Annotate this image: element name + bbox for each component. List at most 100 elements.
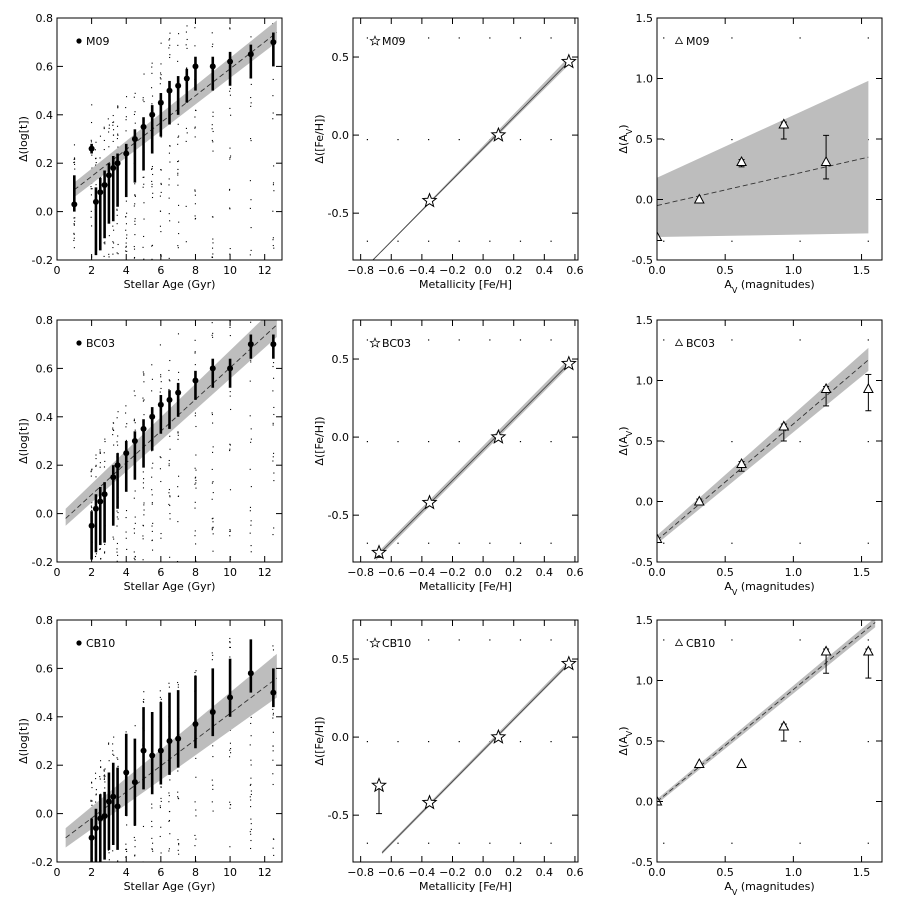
scatter-point <box>151 530 153 532</box>
scatter-point <box>125 200 127 202</box>
plot-area <box>65 320 278 562</box>
scatter-point <box>212 533 214 535</box>
scatter-point <box>151 183 153 185</box>
scatter-point <box>177 521 179 523</box>
data-point <box>110 165 117 172</box>
scatter-point <box>108 742 110 744</box>
scatter-point <box>143 258 145 260</box>
x-tick-label: 0.6 <box>566 566 584 579</box>
scatter-point <box>143 235 145 238</box>
legend-label: M09 <box>86 35 110 48</box>
scatter-point <box>272 847 274 849</box>
scatter-point <box>91 188 93 190</box>
scatter-point <box>116 542 118 545</box>
x-tick-label: 8 <box>192 264 199 277</box>
scatter-point <box>134 429 136 431</box>
scatter-point <box>212 527 214 529</box>
scatter-point <box>113 538 115 540</box>
scatter-point <box>212 492 214 494</box>
scatter-point <box>250 545 252 547</box>
scatter-point <box>95 464 97 466</box>
scatter-point <box>194 45 196 47</box>
data-point <box>114 462 121 469</box>
scatter-point <box>95 553 97 555</box>
scatter-point <box>116 510 118 512</box>
scatter-point <box>249 796 251 798</box>
x-tick-label: −0.6 <box>378 264 405 277</box>
panel-feh-cb10: −0.8 −0.6 −0.4 −0.2 0.0 0.2 0.4 0.6 -0.5 0.0 0.5 Me… <box>313 619 584 893</box>
scatter-point <box>251 11 252 12</box>
fit-line <box>657 156 869 206</box>
scatter-point <box>151 87 153 89</box>
scatter-point <box>194 501 196 503</box>
y-tick-label: 0.0 <box>36 206 54 219</box>
scatter-point <box>168 801 170 803</box>
scatter-point <box>211 322 213 324</box>
scatter-point <box>99 760 102 762</box>
scatter-point <box>428 639 430 641</box>
scatter-point <box>272 838 274 840</box>
data-point <box>71 201 78 208</box>
scatter-point <box>272 239 274 241</box>
scatter-point <box>397 139 399 141</box>
scatter-point <box>250 764 252 766</box>
scatter-point <box>428 139 430 141</box>
scatter-point <box>177 849 179 851</box>
scatter-point <box>143 176 145 178</box>
scatter-point <box>151 489 153 491</box>
scatter-point <box>731 842 733 844</box>
y-tick-label: 1.0 <box>636 73 654 86</box>
scatter-point <box>74 217 76 219</box>
x-tick-label: 0.4 <box>536 264 554 277</box>
scatter-point <box>90 475 92 477</box>
scatter-point <box>125 242 127 244</box>
scatter-point <box>250 102 252 104</box>
scatter-point <box>731 139 733 141</box>
scatter-point <box>112 429 114 431</box>
scatter-point <box>133 557 135 559</box>
scatter-point <box>458 441 460 443</box>
scatter-point <box>99 462 101 464</box>
scatter-point <box>397 842 399 844</box>
scatter-point <box>125 245 127 247</box>
scatter-point <box>169 504 171 507</box>
data-point <box>110 793 117 800</box>
scatter-point <box>108 127 110 129</box>
y-tick-label: 0.6 <box>36 60 54 73</box>
scatter-point <box>867 441 869 443</box>
scatter-point <box>151 167 153 170</box>
scatter-point <box>134 183 136 185</box>
scatter-point <box>195 425 197 428</box>
scatter-point <box>581 741 582 742</box>
data-point <box>123 450 130 457</box>
scatter-point <box>177 770 179 772</box>
scatter-point <box>168 488 170 491</box>
scatter-point <box>250 105 252 107</box>
scatter-point <box>177 839 179 841</box>
data-point <box>131 779 138 786</box>
data-point <box>247 670 254 677</box>
data-point <box>490 428 507 444</box>
y-axis-label: Δ([Fe/H]) <box>313 416 326 465</box>
scatter-point <box>194 27 196 29</box>
x-tick-label: 0.6 <box>566 264 584 277</box>
scatter-point <box>194 507 196 509</box>
scatter-point <box>186 38 188 41</box>
scatter-point <box>143 218 145 220</box>
scatter-point <box>489 240 491 242</box>
scatter-point <box>151 244 154 246</box>
legend-label: M09 <box>382 35 406 48</box>
scatter-point <box>90 800 92 802</box>
scatter-point <box>229 90 231 92</box>
scatter-point <box>142 487 145 489</box>
scatter-point <box>366 240 369 242</box>
scatter-point <box>125 107 127 109</box>
scatter-point <box>99 466 101 468</box>
scatter-point <box>151 258 153 260</box>
scatter-point <box>799 639 801 641</box>
scatter-point <box>229 535 231 537</box>
scatter-point <box>134 559 136 561</box>
scatter-point <box>91 507 93 509</box>
scatter-point <box>168 197 170 199</box>
